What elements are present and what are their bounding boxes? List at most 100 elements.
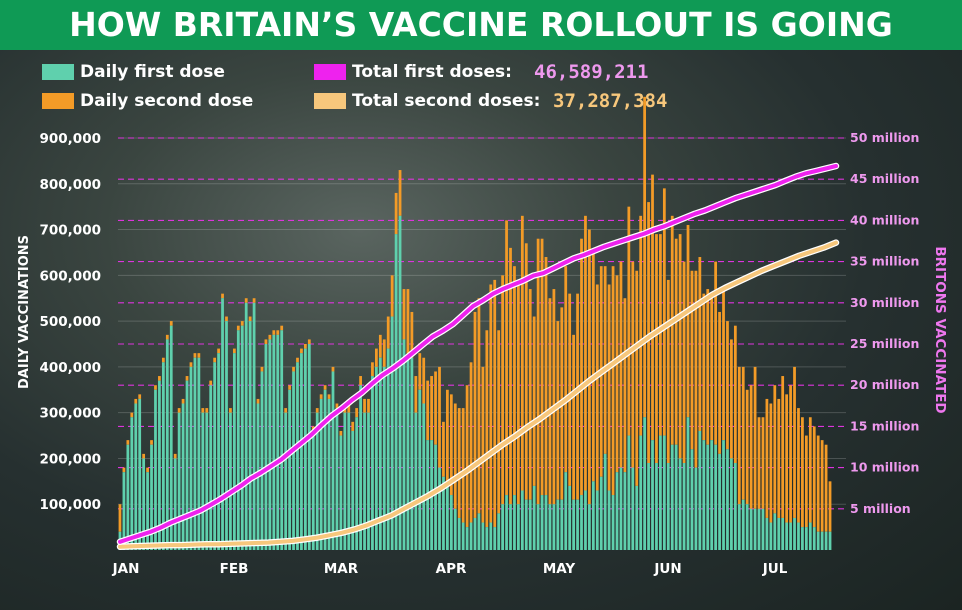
bar-first-dose [481,522,485,550]
bar-second-dose [513,266,516,496]
bar-first-dose [240,325,244,550]
bar-first-dose [236,330,240,550]
bar-first-dose [505,495,508,550]
bar-second-dose [714,261,718,445]
bar-first-dose [631,467,635,550]
bar-first-dose [280,330,284,550]
bar-second-dose [418,353,422,390]
bar-second-dose [446,389,449,482]
bar-second-dose [737,366,741,505]
bar-first-dose [371,376,374,550]
bar-second-dose [702,293,706,441]
bar-first-dose [580,495,583,550]
bar-first-dose [828,531,832,550]
bar-first-dose [576,499,579,550]
bar-first-dose [690,449,694,550]
bar-first-dose [722,440,725,550]
bar-second-dose [307,339,311,344]
bar-first-dose [327,398,331,550]
bar-first-dose [698,430,702,550]
bar-first-dose [509,504,512,550]
bar-first-dose [706,444,710,550]
bar-first-dose [442,476,445,550]
bar-second-dose [256,398,260,404]
bar-second-dose [785,394,789,523]
bar-second-dose [674,238,678,445]
y-tick-label-3: 300,000 [40,406,102,422]
bar-first-dose [749,508,753,550]
bar-second-dose [481,366,485,523]
bar-second-dose [315,408,319,413]
bar-first-dose [737,504,741,550]
bar-first-dose [785,522,789,550]
bar-second-dose [591,252,595,482]
bar-first-dose [422,403,426,550]
bar-first-dose [524,499,528,550]
bar-first-dose [517,504,520,550]
bar-second-dose [556,321,560,500]
bar-second-dose [268,334,272,340]
bar-first-dose [457,517,461,550]
y-tick-label-1: 100,000 [40,497,102,513]
bar-second-dose [422,357,426,404]
bar-second-dose [753,366,757,509]
bar-first-dose [659,435,662,550]
bar-second-dose [568,293,572,486]
bar-first-dose [781,517,785,550]
bar-first-dose [520,490,524,550]
bar-second-dose [193,353,197,358]
x-tick-label-may: MAY [543,561,576,577]
bar-first-dose [599,476,603,550]
bar-second-dose [197,353,201,358]
bar-first-dose [311,430,315,550]
legend-swatch-total-second [314,93,346,109]
bar-first-dose [185,380,189,550]
y-tick-label-5: 500,000 [40,314,102,330]
bar-first-dose [674,444,678,550]
chart-title: HOW BRITAIN’S VACCINE ROLLOUT IS GOING [69,5,893,44]
bar-second-dose [769,403,773,523]
bar-first-dose [161,362,165,550]
bar-second-dose [576,293,579,500]
bar-second-dose [382,339,386,367]
bar-second-dose [808,417,812,523]
bar-second-dose [142,453,146,459]
bar-second-dose [793,366,796,518]
bar-first-dose [627,435,631,550]
bar-second-dose [607,284,611,491]
bar-second-dose [749,385,753,509]
bar-first-dose [181,403,185,550]
bar-second-dose [501,275,504,505]
bar-first-dose [619,467,623,550]
bar-first-dose [418,389,422,550]
y2-tick-label-7: 35 million [850,254,919,269]
bar-first-dose [217,353,220,550]
bar-second-dose [659,234,662,436]
bar-first-dose [765,517,769,550]
bar-second-dose [690,270,694,450]
bar-first-dose [789,522,792,550]
bar-second-dose [647,202,650,464]
bar-second-dose [319,394,323,399]
bar-second-dose [493,279,497,528]
bar-first-dose [382,366,386,550]
bar-second-dose [236,325,240,331]
bar-first-dose [552,504,556,550]
bar-second-dose [824,444,828,532]
bar-first-dose [773,513,777,550]
bar-second-dose [371,362,374,377]
bar-first-dose [647,463,650,550]
bar-first-dose [603,453,607,550]
bar-second-dose [390,275,394,317]
bar-first-dose [611,495,615,550]
bar-second-dose [347,403,351,413]
bar-first-dose [702,440,706,550]
bar-first-dose [501,504,504,550]
bar-second-dose [232,348,236,354]
bar-second-dose [335,403,339,409]
bar-first-dose [296,362,299,550]
title-bar [0,0,962,50]
bar-first-dose [177,412,181,550]
bar-first-dose [710,440,714,550]
